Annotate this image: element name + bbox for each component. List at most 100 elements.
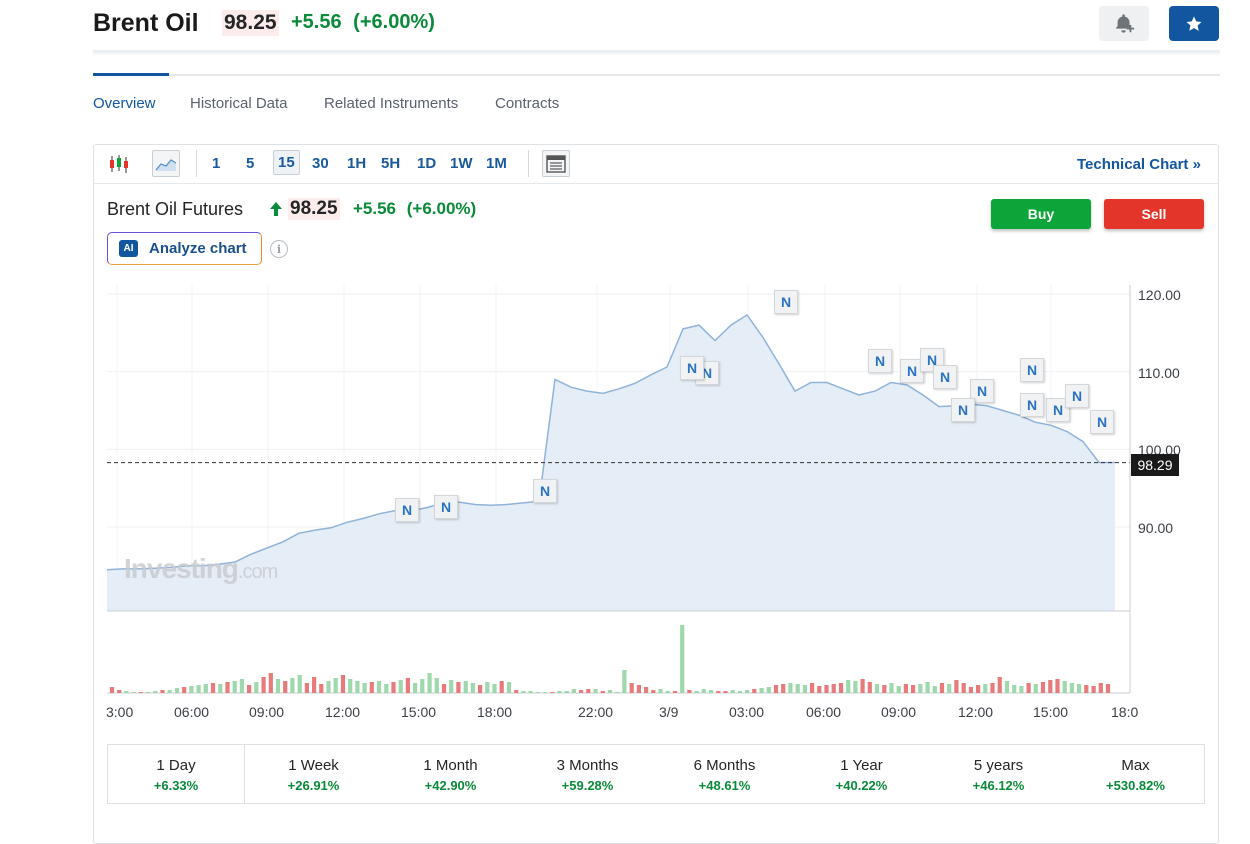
perf-3-months[interactable]: 3 Months +59.28%	[519, 744, 657, 804]
news-marker[interactable]: N	[533, 479, 557, 503]
volume-bar	[781, 684, 786, 693]
perf-1-day[interactable]: 1 Day +6.33%	[107, 744, 245, 804]
x-tick-label: 03:00	[729, 704, 765, 720]
volume-bar	[268, 673, 273, 693]
volume-bar	[918, 684, 923, 693]
news-marker[interactable]: N	[951, 398, 975, 422]
perf-label: Max	[1121, 757, 1150, 774]
volume-bar	[449, 680, 454, 693]
news-marker[interactable]: N	[868, 349, 892, 373]
volume-bar	[903, 684, 908, 693]
volume-bar	[297, 675, 302, 693]
volume-bar	[644, 687, 649, 693]
buy-button[interactable]: Buy	[991, 199, 1091, 229]
volume-bar	[535, 692, 540, 693]
watchlist-button[interactable]	[1169, 6, 1219, 41]
volume-bar	[478, 685, 483, 693]
timeframe-15[interactable]: 15	[273, 150, 300, 175]
volume-bar	[716, 691, 721, 693]
volume-bar	[420, 679, 425, 693]
perf-max[interactable]: Max +530.82%	[1067, 744, 1205, 804]
header-change: +5.56 (+6.00%)	[291, 11, 435, 34]
volume-bar	[514, 690, 519, 693]
y-tick-label: 90.00	[1138, 520, 1174, 536]
watermark-suffix: .com	[237, 561, 278, 583]
sell-button[interactable]: Sell	[1104, 199, 1204, 229]
tab-bar-border	[93, 74, 1220, 76]
perf-label: 1 Day	[156, 757, 196, 774]
volume-bar	[723, 691, 728, 693]
price-chart[interactable]	[0, 0, 1250, 805]
analyze-chart-label: Analyze chart	[149, 240, 247, 257]
perf-6-months[interactable]: 6 Months +48.61%	[656, 744, 794, 804]
volume-bar	[470, 683, 475, 693]
news-marker[interactable]: N	[395, 498, 419, 522]
timeframe-30[interactable]: 30	[312, 155, 329, 172]
volume-bar	[405, 678, 410, 693]
volume-bar	[189, 686, 194, 693]
candlestick-chart-button[interactable]	[105, 150, 133, 177]
volume-bar	[838, 683, 844, 693]
x-tick-label: 09:00	[881, 704, 917, 720]
ai-icon: AI	[119, 240, 138, 257]
volume-bar	[759, 688, 764, 693]
bell-plus-icon	[1115, 13, 1135, 33]
news-marker[interactable]: N	[933, 365, 957, 389]
tab-overview[interactable]: Overview	[93, 95, 156, 112]
volume-bar	[333, 678, 338, 693]
chart-layout-button[interactable]	[542, 150, 570, 177]
tab-historical-data[interactable]: Historical Data	[190, 95, 288, 112]
technical-chart-link[interactable]: Technical Chart »	[1077, 156, 1201, 173]
news-marker[interactable]: N	[1020, 393, 1044, 417]
news-marker[interactable]: N	[1020, 358, 1044, 382]
volume-bar	[174, 688, 180, 693]
volume-bar	[997, 677, 1002, 693]
candlestick-icon	[110, 154, 128, 173]
news-marker[interactable]: N	[680, 356, 704, 380]
volume-bar	[210, 683, 216, 693]
tab-related-instruments[interactable]: Related Instruments	[324, 95, 459, 112]
timeframe-5h[interactable]: 5H	[381, 155, 401, 172]
instrument-name: Brent Oil Futures	[107, 199, 244, 219]
timeframe-5[interactable]: 5	[246, 155, 255, 172]
news-marker[interactable]: N	[1090, 410, 1114, 434]
volume-bar	[622, 670, 627, 693]
timeframe-1h[interactable]: 1H	[347, 155, 367, 172]
analyze-chart-button[interactable]: AI Analyze chart	[107, 232, 262, 265]
timeframe-1w[interactable]: 1W	[450, 155, 473, 172]
perf-value: +48.61%	[698, 778, 751, 793]
timeframe-1[interactable]: 1	[212, 155, 221, 172]
volume-bar	[427, 673, 432, 693]
volume-bar	[247, 685, 252, 693]
tab-contracts[interactable]: Contracts	[495, 95, 560, 112]
volume-bar	[817, 686, 822, 693]
volume-bar	[1040, 682, 1046, 693]
timeframe-1m[interactable]: 1M	[486, 155, 507, 172]
volume-bar	[990, 683, 995, 693]
volume-bar	[773, 685, 779, 693]
perf-label: 1 Month	[423, 757, 478, 774]
news-marker[interactable]: N	[1065, 384, 1089, 408]
volume-bar	[1062, 681, 1067, 693]
timeframe-1d[interactable]: 1D	[417, 155, 437, 172]
volume-bar	[600, 691, 605, 693]
volume-bar	[1033, 684, 1038, 693]
perf-5-years[interactable]: 5 years +46.12%	[930, 744, 1068, 804]
perf-1-week[interactable]: 1 Week +26.91%	[245, 744, 383, 804]
x-tick-label: 3:00	[106, 704, 134, 720]
perf-1-month[interactable]: 1 Month +42.90%	[382, 744, 520, 804]
volume-bar	[947, 684, 952, 693]
perf-value: +46.12%	[972, 778, 1025, 793]
area-chart-button[interactable]	[152, 150, 180, 177]
volume-bar	[326, 681, 331, 693]
perf-1-year[interactable]: 1 Year +40.22%	[793, 744, 931, 804]
x-tick-label: 12:00	[958, 704, 994, 720]
news-marker[interactable]: N	[920, 348, 944, 372]
volume-bar	[485, 682, 490, 693]
news-marker[interactable]: N	[434, 495, 458, 519]
news-marker[interactable]: N	[774, 290, 798, 314]
volume-bar	[550, 692, 555, 693]
volume-bar	[831, 684, 836, 693]
info-icon[interactable]: i	[270, 240, 288, 258]
add-alert-button[interactable]	[1099, 6, 1149, 41]
